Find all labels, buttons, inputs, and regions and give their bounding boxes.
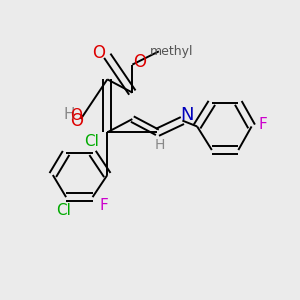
Text: O: O [133,53,146,71]
Text: H: H [64,107,75,122]
Text: O: O [70,108,83,123]
Text: H: H [154,138,165,152]
Text: F: F [100,198,109,213]
Text: N: N [180,106,194,124]
Text: F: F [259,118,268,133]
Text: methyl: methyl [150,45,194,58]
Text: O: O [92,44,105,62]
Text: Cl: Cl [84,134,98,149]
Text: O: O [70,112,83,130]
Text: Cl: Cl [56,203,70,218]
